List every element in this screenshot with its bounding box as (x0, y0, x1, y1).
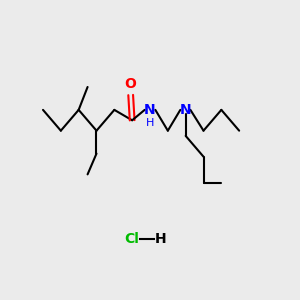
Text: H: H (154, 232, 166, 246)
Text: N: N (180, 103, 191, 117)
Text: H: H (146, 118, 154, 128)
Text: N: N (144, 103, 156, 117)
Text: O: O (125, 76, 136, 91)
Text: Cl: Cl (125, 232, 140, 246)
